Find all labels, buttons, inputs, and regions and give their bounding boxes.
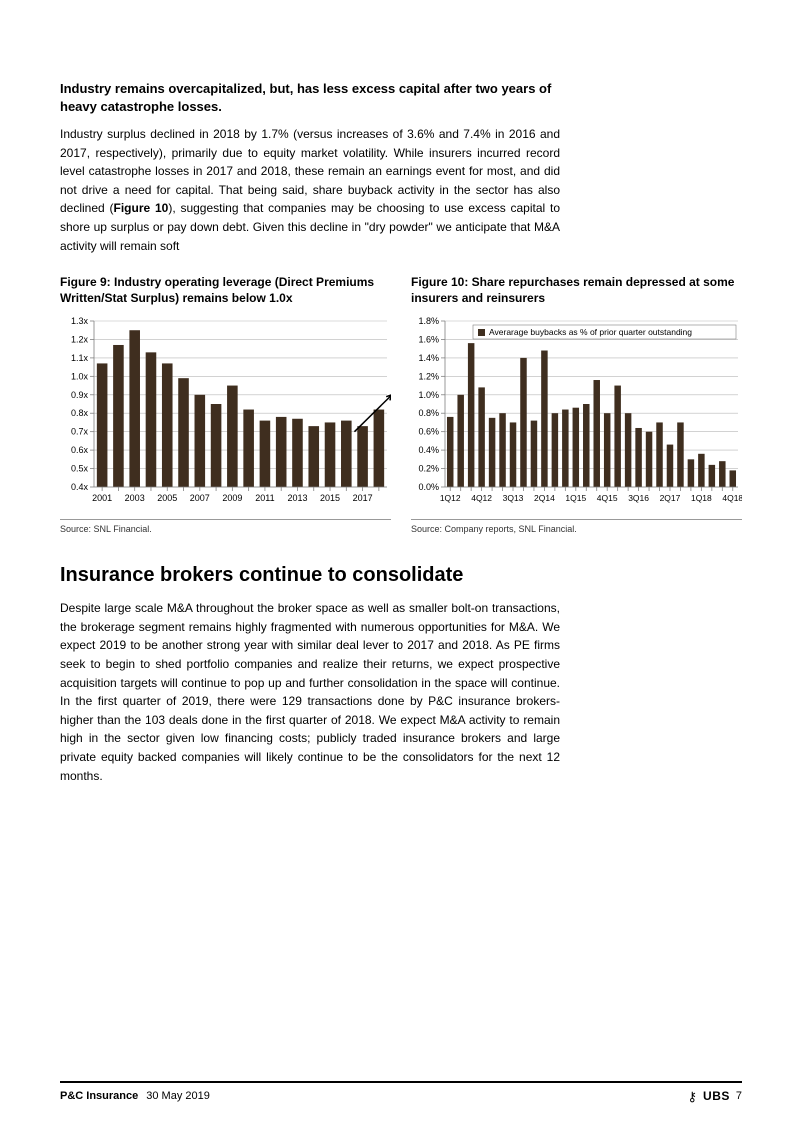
section-subheading: Industry remains overcapitalized, but, h… — [60, 80, 560, 115]
svg-text:2003: 2003 — [125, 493, 145, 503]
svg-text:3Q16: 3Q16 — [628, 493, 649, 503]
svg-text:2009: 2009 — [222, 493, 242, 503]
svg-text:1.3x: 1.3x — [71, 316, 89, 326]
svg-text:0.7x: 0.7x — [71, 427, 89, 437]
svg-text:1.0%: 1.0% — [418, 390, 439, 400]
figure-9: Figure 9: Industry operating leverage (D… — [60, 275, 391, 505]
svg-text:1.0x: 1.0x — [71, 372, 89, 382]
section-heading: Insurance brokers continue to consolidat… — [60, 564, 742, 587]
page-footer: P&C Insurance 30 May 2019 ⚷ UBS 7 — [60, 1081, 742, 1103]
figure-10-source: Source: Company reports, SNL Financial. — [411, 519, 742, 534]
svg-text:1.2x: 1.2x — [71, 335, 89, 345]
figure-10-chart: 0.0% 0.2% 0.4% 0.6% 0.8% 1.0% 1.2% 1.4% 1.6% 1.8%… — [411, 315, 742, 505]
ubs-logo-icon: ⚷ — [688, 1090, 698, 1103]
svg-text:0.9x: 0.9x — [71, 390, 89, 400]
svg-text:0.8%: 0.8% — [418, 408, 439, 418]
svg-text:4Q15: 4Q15 — [597, 493, 618, 503]
svg-text:2005: 2005 — [157, 493, 177, 503]
svg-text:1Q18: 1Q18 — [691, 493, 712, 503]
svg-text:1.6%: 1.6% — [418, 335, 439, 345]
figure-10: Figure 10: Share repurchases remain depr… — [411, 275, 742, 505]
svg-text:0.2%: 0.2% — [418, 464, 439, 474]
svg-text:1Q12: 1Q12 — [440, 493, 461, 503]
svg-text:2001: 2001 — [92, 493, 112, 503]
svg-text:1Q15: 1Q15 — [565, 493, 586, 503]
svg-text:4Q18: 4Q18 — [722, 493, 742, 503]
svg-text:0.4%: 0.4% — [418, 445, 439, 455]
svg-text:1.8%: 1.8% — [418, 316, 439, 326]
footer-brand: UBS — [703, 1089, 730, 1103]
paragraph-2: Despite large scale M&A throughout the b… — [60, 599, 560, 785]
svg-text:2007: 2007 — [190, 493, 210, 503]
footer-page-number: 7 — [736, 1090, 742, 1102]
footer-right: ⚷ UBS 7 — [688, 1089, 743, 1103]
figure-9-chart: 0.4x 0.5x 0.6x 0.7x 0.8x 0.9x 1.0x 1.1x 1.2x 1.3x… — [60, 315, 391, 505]
svg-text:0.6%: 0.6% — [418, 427, 439, 437]
svg-text:1.4%: 1.4% — [418, 353, 439, 363]
figure-10-title: Figure 10: Share repurchases remain depr… — [411, 275, 742, 307]
svg-text:3Q13: 3Q13 — [503, 493, 524, 503]
svg-text:0.6x: 0.6x — [71, 445, 89, 455]
svg-text:2011: 2011 — [255, 493, 274, 503]
para1-figref: Figure 10 — [114, 201, 169, 215]
paragraph-1: Industry surplus declined in 2018 by 1.7… — [60, 125, 560, 255]
charts-row: Figure 9: Industry operating leverage (D… — [60, 275, 742, 505]
footer-doc-title: P&C Insurance — [60, 1090, 138, 1102]
svg-text:Averarage buybacks as % of pri: Averarage buybacks as % of prior quarter… — [489, 327, 692, 337]
footer-left: P&C Insurance 30 May 2019 — [60, 1090, 210, 1102]
source-row: Source: SNL Financial. Source: Company r… — [60, 519, 742, 534]
svg-text:2017: 2017 — [353, 493, 373, 503]
svg-text:2Q14: 2Q14 — [534, 493, 555, 503]
svg-text:0.0%: 0.0% — [418, 482, 439, 492]
svg-text:1.2%: 1.2% — [418, 372, 439, 382]
svg-text:2015: 2015 — [320, 493, 340, 503]
svg-text:0.8x: 0.8x — [71, 408, 89, 418]
figure-9-title: Figure 9: Industry operating leverage (D… — [60, 275, 391, 307]
svg-text:2013: 2013 — [287, 493, 307, 503]
svg-text:0.5x: 0.5x — [71, 464, 89, 474]
svg-text:1.1x: 1.1x — [71, 353, 89, 363]
svg-text:2Q17: 2Q17 — [660, 493, 681, 503]
figure-9-source: Source: SNL Financial. — [60, 519, 391, 534]
footer-date: 30 May 2019 — [146, 1090, 210, 1102]
svg-text:4Q12: 4Q12 — [471, 493, 492, 503]
svg-text:0.4x: 0.4x — [71, 482, 89, 492]
